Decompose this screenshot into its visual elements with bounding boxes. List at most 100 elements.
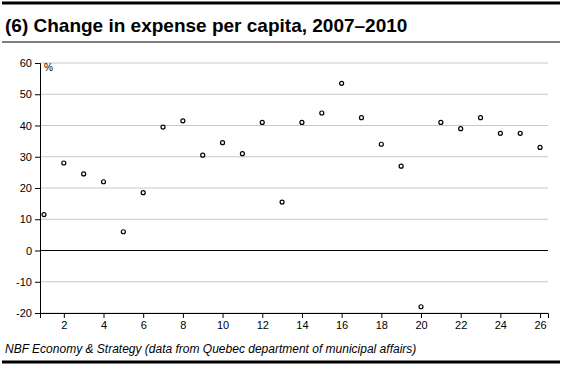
point bbox=[102, 180, 106, 184]
x-tick-label: 26 bbox=[534, 319, 546, 331]
y-tick-mark bbox=[35, 94, 40, 95]
x-tick-label: 14 bbox=[296, 319, 308, 331]
rule bbox=[2, 41, 560, 42]
y-tick-label: -20 bbox=[16, 307, 32, 319]
y-tick: 20 bbox=[20, 182, 40, 194]
x-tick: 2 bbox=[61, 313, 67, 331]
x-tick: 12 bbox=[257, 313, 269, 331]
y-tick-label: 10 bbox=[20, 213, 32, 225]
x-tick-mark bbox=[262, 313, 263, 318]
y-tick-label: 30 bbox=[20, 151, 32, 163]
x-tick-mark bbox=[104, 313, 105, 318]
point bbox=[399, 164, 403, 168]
x-tick-label: 8 bbox=[180, 319, 186, 331]
x-tick-mark bbox=[64, 313, 65, 318]
y-tick-mark bbox=[35, 188, 40, 189]
x-tick-mark bbox=[381, 313, 382, 318]
y-tick: -20 bbox=[16, 307, 40, 319]
x-tick-label: 12 bbox=[257, 319, 269, 331]
point bbox=[518, 131, 522, 135]
x-tick: 26 bbox=[534, 313, 546, 331]
x-tick-label: 22 bbox=[455, 319, 467, 331]
point bbox=[181, 119, 185, 123]
grid-line bbox=[40, 63, 548, 64]
point bbox=[62, 161, 66, 165]
y-axis: -20 -10 0 10 20 30 40 50 60 bbox=[16, 57, 40, 319]
y-tick-label: 20 bbox=[20, 182, 32, 194]
x-tick-mark bbox=[461, 313, 462, 318]
y-tick-mark bbox=[35, 219, 40, 220]
point bbox=[121, 230, 125, 234]
y-tick-mark bbox=[35, 313, 40, 314]
y-tick-mark bbox=[35, 63, 40, 64]
grid-line bbox=[40, 188, 548, 189]
point bbox=[320, 111, 324, 115]
x-tick-mark bbox=[500, 313, 501, 318]
x-tick-label: 4 bbox=[101, 319, 107, 331]
grid-line bbox=[40, 281, 548, 282]
x-tick: 6 bbox=[141, 313, 147, 331]
x-tick-label: 18 bbox=[376, 319, 388, 331]
point bbox=[538, 145, 542, 149]
y-tick-label: 50 bbox=[20, 88, 32, 100]
grid-line bbox=[40, 250, 548, 251]
source: NBF Economy & Strategy (data from Quebec… bbox=[5, 342, 416, 356]
x-tick-mark bbox=[421, 313, 422, 318]
x-tick: 24 bbox=[495, 313, 507, 331]
point bbox=[459, 127, 463, 131]
x-tick: 4 bbox=[101, 313, 107, 331]
x-tick-mark bbox=[302, 313, 303, 318]
x-tick-label: 24 bbox=[495, 319, 507, 331]
point bbox=[82, 172, 86, 176]
point bbox=[419, 305, 423, 309]
x-tick-label: 6 bbox=[141, 319, 147, 331]
chart: (6) Change in expense per capita, 2007–2… bbox=[0, 0, 562, 370]
x-tick-mark bbox=[183, 313, 184, 318]
x-tick-mark bbox=[540, 313, 541, 318]
point bbox=[201, 153, 205, 157]
point bbox=[300, 120, 304, 124]
point bbox=[498, 131, 502, 135]
grid-line bbox=[40, 94, 548, 95]
point bbox=[221, 141, 225, 145]
point bbox=[240, 152, 244, 156]
point bbox=[280, 200, 284, 204]
point bbox=[340, 81, 344, 85]
point bbox=[379, 142, 383, 146]
point bbox=[260, 120, 264, 124]
x-axis-line bbox=[41, 314, 549, 319]
x-tick: 16 bbox=[336, 313, 348, 331]
y-tick: -10 bbox=[16, 276, 40, 288]
x-tick-label: 20 bbox=[415, 319, 427, 331]
x-tick-label: 2 bbox=[61, 319, 67, 331]
y-tick: 30 bbox=[20, 151, 40, 163]
y-tick-label: -10 bbox=[16, 276, 32, 288]
y-tick: 0 bbox=[26, 245, 40, 257]
x-tick-mark bbox=[143, 313, 144, 318]
point bbox=[161, 125, 165, 129]
point bbox=[141, 191, 145, 195]
title: (6) Change in expense per capita, 2007–2… bbox=[5, 15, 407, 36]
y-tick-mark bbox=[35, 157, 40, 158]
x-tick: 14 bbox=[296, 313, 308, 331]
y-tick-mark bbox=[35, 251, 40, 252]
point bbox=[42, 213, 46, 217]
x-tick: 10 bbox=[217, 313, 229, 331]
rule bbox=[2, 361, 560, 364]
point bbox=[439, 120, 443, 124]
y-tick-label: 40 bbox=[20, 120, 32, 132]
y-tick-label: 60 bbox=[20, 57, 32, 69]
plot: -20-100102030405060246810121416182022242… bbox=[16, 57, 548, 331]
x-tick: 20 bbox=[415, 313, 427, 331]
grid-line bbox=[40, 156, 548, 157]
x-tick-mark bbox=[342, 313, 343, 318]
x-tick-label: 10 bbox=[217, 319, 229, 331]
y-axis-line bbox=[35, 64, 41, 314]
points bbox=[42, 81, 542, 308]
point bbox=[359, 116, 363, 120]
x-tick: 18 bbox=[376, 313, 388, 331]
grid-line bbox=[40, 125, 548, 126]
y-tick-mark bbox=[35, 126, 40, 127]
rule bbox=[2, 2, 560, 5]
y-tick: 40 bbox=[20, 120, 40, 132]
